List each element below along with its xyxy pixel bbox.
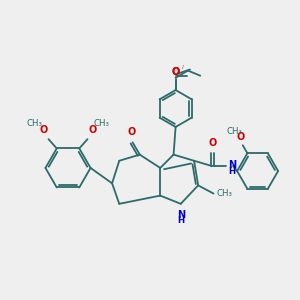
Text: H: H xyxy=(177,216,184,225)
Text: CH₃: CH₃ xyxy=(226,127,243,136)
Text: N: N xyxy=(177,210,185,220)
Text: CH₃: CH₃ xyxy=(94,119,109,128)
Text: O: O xyxy=(237,132,245,142)
Text: CH₃: CH₃ xyxy=(217,189,232,198)
Text: CH₃: CH₃ xyxy=(26,119,42,128)
Text: O: O xyxy=(39,125,47,135)
Text: /: / xyxy=(182,65,184,70)
Text: O: O xyxy=(88,125,97,135)
Text: O: O xyxy=(128,127,136,137)
Text: O: O xyxy=(172,67,180,77)
Text: H: H xyxy=(228,167,235,176)
Text: O: O xyxy=(172,67,180,77)
Text: N: N xyxy=(228,160,236,170)
Text: O: O xyxy=(208,139,217,148)
